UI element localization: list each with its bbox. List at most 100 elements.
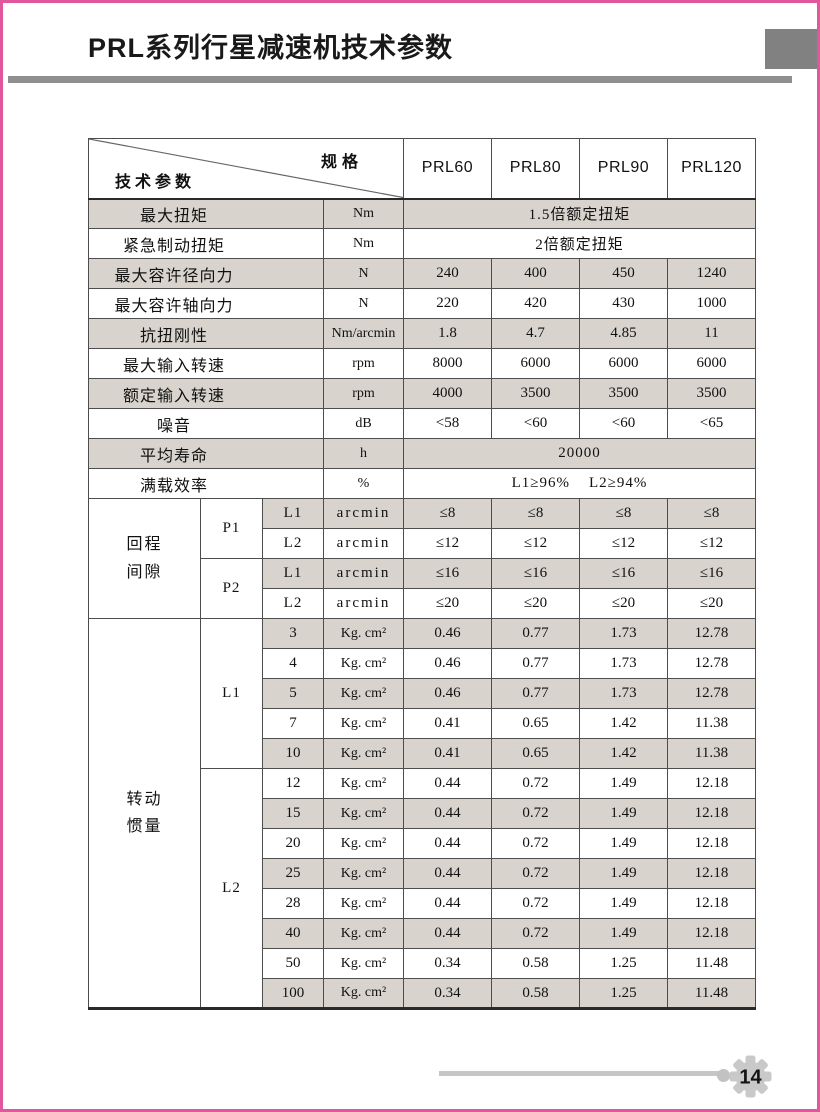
param-label: 最大输入转速 <box>88 348 324 379</box>
backlash-value: ≤16 <box>579 558 668 589</box>
spec-diagonal-label: 规格 <box>320 154 363 171</box>
param-unit: h <box>323 438 404 469</box>
inertia-value: 12.78 <box>667 648 756 679</box>
param-label: 额定输入转速 <box>88 378 324 409</box>
unit-cell: Kg. cm² <box>323 648 404 679</box>
inertia-value: 12.78 <box>667 618 756 649</box>
page-title: PRL系列行星减速机技术参数 <box>88 33 453 63</box>
ratio-value: 10 <box>262 738 324 769</box>
inertia-value: 0.72 <box>491 888 580 919</box>
table-row: 10 Kg. cm² 0.41 0.65 1.42 11.38 <box>89 738 756 769</box>
backlash-value: ≤20 <box>579 588 668 619</box>
title-rule <box>8 76 792 83</box>
footer-rule <box>439 1071 723 1076</box>
inertia-value: 12.18 <box>667 768 756 799</box>
inertia-value: 0.44 <box>403 798 492 829</box>
param-unit: rpm <box>323 378 404 409</box>
table-row: 紧急制动扭矩 Nm 2倍额定扭矩 <box>88 228 756 259</box>
unit-cell: Kg. cm² <box>323 858 404 889</box>
inertia-value: 1.73 <box>579 678 668 709</box>
inertia-value: 12.18 <box>667 888 756 919</box>
backlash-value: ≤12 <box>403 528 492 559</box>
inertia-value: 12.78 <box>667 678 756 709</box>
param-unit: N <box>323 258 404 289</box>
table-row: 25 Kg. cm² 0.44 0.72 1.49 12.18 <box>89 858 756 889</box>
table-row: 5 Kg. cm² 0.46 0.77 1.73 12.78 <box>89 678 756 709</box>
param-value: 420 <box>491 288 580 319</box>
table-row: 最大扭矩 Nm 1.5倍额定扭矩 <box>88 198 756 229</box>
param-value: 6000 <box>667 348 756 379</box>
table-row: 噪音 dB <58 <60 <60 <65 <box>88 408 756 439</box>
diagonal-header-cell: 规格 技术参数 <box>88 138 404 200</box>
inertia-value: 0.41 <box>403 708 492 739</box>
param-value: <60 <box>491 408 580 439</box>
inertia-value: 0.58 <box>491 948 580 979</box>
backlash-value: ≤8 <box>491 498 580 529</box>
param-value: 4.7 <box>491 318 580 349</box>
ratio-value: 3 <box>262 618 324 649</box>
table-row: 最大容许径向力 N 240 400 450 1240 <box>88 258 756 289</box>
inertia-value: 12.18 <box>667 858 756 889</box>
backlash-value: ≤20 <box>667 588 756 619</box>
inertia-value: 0.44 <box>403 768 492 799</box>
table-row: 转动 惯量 L1 3 Kg. cm² 0.46 0.77 1.73 12.78 <box>88 618 756 1009</box>
gear-icon: 14 <box>729 1055 772 1098</box>
inertia-value: 11.38 <box>667 708 756 739</box>
inertia-value: 1.49 <box>579 888 668 919</box>
unit-cell: arcmin <box>323 558 404 589</box>
table-row: P2 L1 arcmin ≤16 ≤16 ≤16 ≤16 <box>89 558 756 619</box>
backlash-value: ≤12 <box>579 528 668 559</box>
inertia-value: 0.65 <box>491 708 580 739</box>
level-label: L1 <box>262 498 324 529</box>
unit-cell: Kg. cm² <box>323 738 404 769</box>
level-label: L1 <box>262 558 324 589</box>
inertia-value: 0.34 <box>403 978 492 1009</box>
level-label: L2 <box>262 588 324 619</box>
table-row: 平均寿命 h 20000 <box>88 438 756 469</box>
param-unit: dB <box>323 408 404 439</box>
inertia-value: 0.77 <box>491 618 580 649</box>
table-row: 15 Kg. cm² 0.44 0.72 1.49 12.18 <box>89 798 756 829</box>
ratio-value: 4 <box>262 648 324 679</box>
unit-cell: Kg. cm² <box>323 618 404 649</box>
col-header-prl120: PRL120 <box>667 138 756 200</box>
table-row: 50 Kg. cm² 0.34 0.58 1.25 11.48 <box>89 948 756 979</box>
unit-cell: Kg. cm² <box>323 798 404 829</box>
backlash-p1-label: P1 <box>200 498 263 559</box>
ratio-value: 7 <box>262 708 324 739</box>
table-row: L2 arcmin ≤20 ≤20 ≤20 ≤20 <box>89 588 756 619</box>
table-row: 最大输入转速 rpm 8000 6000 6000 6000 <box>88 348 756 379</box>
backlash-value: ≤16 <box>667 558 756 589</box>
param-value: <65 <box>667 408 756 439</box>
backlash-value: ≤20 <box>403 588 492 619</box>
param-unit: Nm/arcmin <box>323 318 404 349</box>
inertia-value: 11.48 <box>667 948 756 979</box>
param-label: 抗扭刚性 <box>88 318 324 349</box>
inertia-value: 0.72 <box>491 798 580 829</box>
unit-cell: Kg. cm² <box>323 678 404 709</box>
param-unit: Nm <box>323 228 404 259</box>
backlash-value: ≤8 <box>667 498 756 529</box>
page-number: 14 <box>739 1067 762 1089</box>
table-row: 28 Kg. cm² 0.44 0.72 1.49 12.18 <box>89 888 756 919</box>
table-row: 额定输入转速 rpm 4000 3500 3500 3500 <box>88 378 756 409</box>
header-row: 规格 技术参数 PRL60 PRL80 PRL90 PRL120 <box>88 138 756 200</box>
level-label: L2 <box>262 528 324 559</box>
inertia-value: 12.18 <box>667 798 756 829</box>
param-value: 1000 <box>667 288 756 319</box>
table-row: 4 Kg. cm² 0.46 0.77 1.73 12.78 <box>89 648 756 679</box>
inertia-value: 0.58 <box>491 978 580 1009</box>
inertia-value: 0.46 <box>403 678 492 709</box>
param-value: 400 <box>491 258 580 289</box>
inertia-value: 11.38 <box>667 738 756 769</box>
param-value: 1.8 <box>403 318 492 349</box>
col-header-prl90: PRL90 <box>579 138 668 200</box>
table-row: 100 Kg. cm² 0.34 0.58 1.25 11.48 <box>89 978 756 1009</box>
ratio-value: 5 <box>262 678 324 709</box>
param-value: 6000 <box>579 348 668 379</box>
param-value: 3500 <box>667 378 756 409</box>
param-merged-value: 20000 <box>403 438 756 469</box>
inertia-value: 0.44 <box>403 888 492 919</box>
